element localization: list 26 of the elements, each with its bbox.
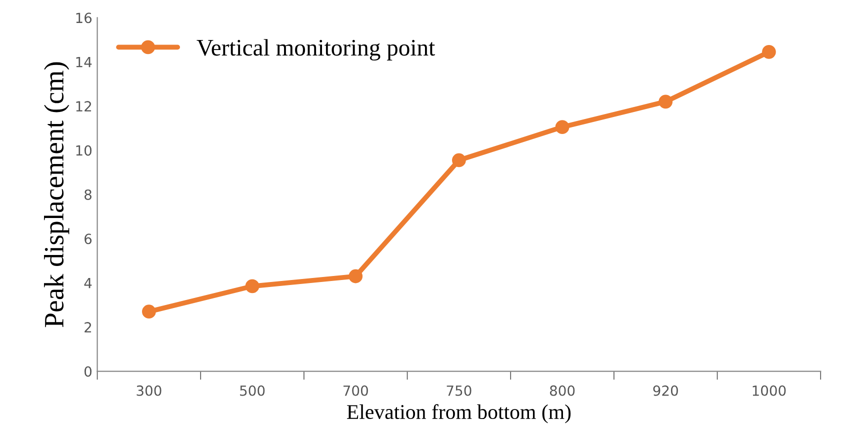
y-tick-label: 8 (84, 189, 92, 200)
y-tick-label: 2 (84, 322, 92, 332)
y-tick-label: 12 (76, 101, 92, 112)
x-axis-title: Elevation from bottom (m) (347, 404, 571, 424)
point (555, 120, 570, 134)
point (762, 44, 776, 59)
y-tick-label: 14 (76, 57, 92, 68)
y-tick-label: 4 (84, 278, 92, 288)
x-tick-label: 700 (344, 385, 368, 396)
y-tick-label: 6 (84, 234, 92, 244)
y-axis-title: Peak displacement (cm) (44, 62, 70, 328)
y-tick-label: 16 (76, 12, 92, 24)
point (452, 153, 466, 168)
point (142, 304, 156, 319)
x-tick-label: 300 (136, 385, 162, 396)
x-tick-label: 920 (653, 385, 678, 396)
y-tick-label: 10 (76, 145, 92, 156)
x-tick-label: 800 (550, 385, 575, 396)
legend-label: Vertical monitoring point (196, 39, 436, 61)
x-tick-label: 500 (240, 385, 265, 396)
point (245, 279, 260, 294)
x-tick-label: 750 (446, 385, 472, 396)
point (658, 94, 673, 109)
x-tick-label: 1000 (752, 385, 786, 396)
point (348, 269, 363, 284)
y-tick-label: 0 (84, 366, 92, 377)
